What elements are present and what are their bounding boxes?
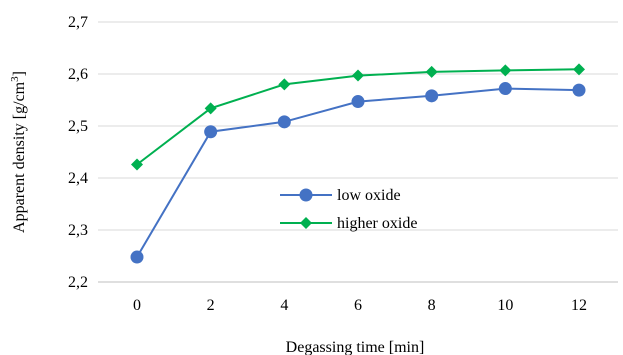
data-point-higher-oxide bbox=[131, 158, 143, 171]
data-point-low-oxide bbox=[351, 95, 365, 109]
legend-label-higher-oxide: higher oxide bbox=[337, 215, 417, 232]
data-point-low-oxide bbox=[572, 83, 586, 97]
data-point-low-oxide bbox=[277, 115, 291, 129]
data-point-higher-oxide bbox=[204, 102, 217, 115]
x-tick-label: 0 bbox=[133, 297, 141, 314]
x-tick-label: 6 bbox=[354, 297, 362, 314]
y-tick-label: 2,5 bbox=[68, 118, 88, 135]
series-low-oxide bbox=[130, 82, 586, 264]
y-tick-label: 2,7 bbox=[68, 14, 88, 31]
legend-marker-low-oxide bbox=[299, 188, 313, 202]
y-axis-ticks: 2,2 2,3 2,4 2,5 2,6 2,7 bbox=[68, 14, 88, 291]
legend-label-low-oxide: low oxide bbox=[337, 187, 401, 204]
x-tick-label: 4 bbox=[280, 297, 288, 314]
series-line-higher-oxide bbox=[136, 68, 580, 166]
series-group bbox=[130, 63, 586, 264]
x-tick-label: 8 bbox=[428, 297, 436, 314]
y-axis-title: Apparent density [g/cm3] bbox=[9, 71, 28, 233]
y-axis-title-main: Apparent density [g/cm bbox=[11, 81, 28, 233]
data-point-higher-oxide bbox=[573, 63, 585, 76]
y-axis-title-superscript: 3 bbox=[9, 76, 21, 82]
x-tick-label: 10 bbox=[497, 297, 513, 314]
y-tick-label: 2,6 bbox=[68, 66, 88, 83]
legend: low oxide higher oxide bbox=[280, 187, 417, 232]
data-point-higher-oxide bbox=[278, 78, 291, 91]
x-axis-title: Degassing time [min] bbox=[286, 339, 425, 355]
data-point-low-oxide bbox=[204, 125, 218, 139]
gridlines bbox=[98, 21, 618, 283]
data-point-higher-oxide bbox=[352, 69, 364, 82]
x-tick-label: 2 bbox=[207, 297, 215, 314]
legend-marker-higher-oxide bbox=[300, 217, 312, 229]
legend-item-low-oxide: low oxide bbox=[280, 187, 401, 204]
legend-item-higher-oxide: higher oxide bbox=[280, 215, 417, 232]
data-point-higher-oxide bbox=[499, 64, 512, 77]
data-point-low-oxide bbox=[498, 82, 512, 96]
y-axis-title-end: ] bbox=[11, 71, 28, 76]
data-point-low-oxide bbox=[425, 89, 439, 103]
x-tick-label: 12 bbox=[571, 297, 587, 314]
data-point-higher-oxide bbox=[425, 65, 438, 78]
data-point-low-oxide bbox=[130, 250, 144, 264]
y-tick-label: 2,3 bbox=[68, 222, 88, 239]
y-tick-label: 2,2 bbox=[68, 274, 88, 291]
series-higher-oxide bbox=[131, 63, 585, 171]
y-tick-label: 2,4 bbox=[68, 170, 88, 187]
x-axis-ticks: 0 2 4 6 8 10 12 bbox=[133, 297, 587, 314]
